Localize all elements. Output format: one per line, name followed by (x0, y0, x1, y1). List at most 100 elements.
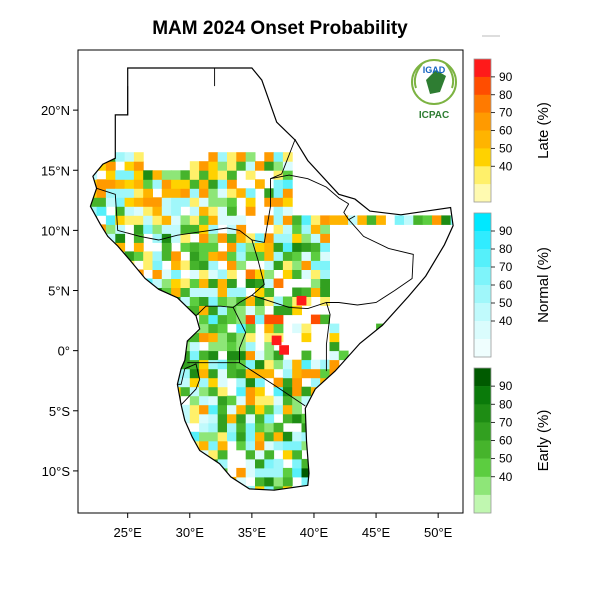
grid-cell (217, 278, 228, 288)
grid-cell (171, 287, 181, 297)
grid-cell (236, 161, 247, 171)
legend-swatch (474, 76, 491, 96)
grid-cell (171, 188, 181, 198)
grid-cell (217, 368, 228, 379)
grid-cell (329, 341, 340, 352)
legend-tick-label: 80 (499, 88, 513, 102)
grid-cell (124, 152, 135, 162)
grid-cell (208, 296, 219, 306)
grid-cell (180, 260, 191, 270)
grid-cell (143, 188, 153, 198)
grid-cell (199, 386, 209, 397)
grid-cell (208, 404, 219, 415)
grid-cell (310, 269, 321, 279)
grid-cell (217, 152, 228, 162)
grid-cell (217, 188, 228, 198)
y-tick-label: 15°N (41, 163, 70, 178)
grid-cell (189, 305, 200, 316)
grid-cell (217, 233, 228, 243)
grid-cell (180, 287, 191, 297)
grid-cell (143, 197, 153, 207)
grid-cell (292, 359, 302, 370)
grid-cell (152, 224, 163, 234)
grid-cell (320, 296, 330, 306)
grid-cell (236, 287, 247, 297)
grid-cell (208, 413, 219, 424)
grid-cell (273, 386, 284, 397)
grid-cell (115, 197, 126, 207)
grid-cell (320, 368, 330, 379)
grid-cell (180, 359, 191, 370)
grid-cell (273, 242, 284, 252)
grid-cell (208, 377, 219, 388)
grid-cell (320, 215, 330, 225)
grid-cell (329, 350, 340, 361)
grid-cell (189, 341, 200, 352)
grid-cell (255, 278, 265, 288)
grid-cell (301, 359, 312, 370)
grid-cell (189, 170, 200, 180)
grid-cell (264, 440, 275, 451)
grid-cell (208, 395, 219, 406)
grid-cell (115, 170, 126, 180)
grid-cell (143, 260, 153, 270)
grid-cell (199, 215, 209, 225)
grid-cell (329, 359, 340, 370)
legend-tick-label: 50 (499, 452, 513, 466)
grid-cell (217, 332, 228, 343)
grid-cell (90, 197, 98, 207)
grid-cell (180, 404, 191, 415)
grid-cell (236, 368, 247, 379)
grid-cell (208, 242, 219, 252)
grid-cell (310, 224, 321, 234)
grid-cell (152, 233, 163, 243)
grid-cell (217, 449, 228, 460)
grid-cell (282, 197, 293, 207)
grid-cell (199, 161, 209, 171)
grid-cell (301, 224, 312, 234)
grid-cell (264, 413, 275, 424)
grid-cell (264, 251, 275, 261)
grid-cell (217, 296, 228, 306)
grid-cell (171, 197, 181, 207)
grid-cell (208, 197, 219, 207)
grid-cell (227, 152, 237, 162)
grid-cell (292, 431, 302, 442)
grid-cell (310, 251, 321, 261)
grid-cell (199, 377, 209, 388)
icpac-logo: IGAD ICPAC (411, 59, 457, 121)
grid-cell (301, 350, 312, 361)
grid-cell (199, 233, 209, 243)
grid-cell (208, 278, 219, 288)
grid-cell (152, 197, 163, 207)
grid-cell (264, 323, 275, 334)
grid-cell (245, 485, 256, 491)
grid-cell (199, 197, 209, 207)
x-tick-label: 35°E (238, 525, 267, 540)
grid-cell (180, 368, 191, 379)
grid-cell (255, 287, 265, 297)
grid-cell (282, 467, 293, 478)
grid-cell (245, 386, 256, 397)
grid-cell (310, 359, 321, 370)
grid-cell (115, 224, 126, 234)
grid-cell (245, 359, 256, 370)
grid-cell (180, 197, 191, 207)
grid-cell (245, 188, 256, 198)
grid-cell (292, 404, 302, 415)
grid-cell (255, 449, 265, 460)
grid-cell (255, 296, 265, 306)
grid-cell (376, 215, 386, 225)
grid-cell (161, 251, 172, 261)
grid-cell (189, 350, 200, 361)
logo-icpac-text: ICPAC (419, 110, 449, 121)
grid-cell (264, 422, 275, 433)
grid-cell (217, 431, 228, 442)
laurel-left-icon (413, 63, 423, 89)
grid-cell (282, 251, 293, 261)
grid-cell (227, 395, 237, 406)
grid-cell (310, 233, 321, 243)
grid-cell (245, 458, 256, 469)
x-tick-label: 25°E (114, 525, 143, 540)
